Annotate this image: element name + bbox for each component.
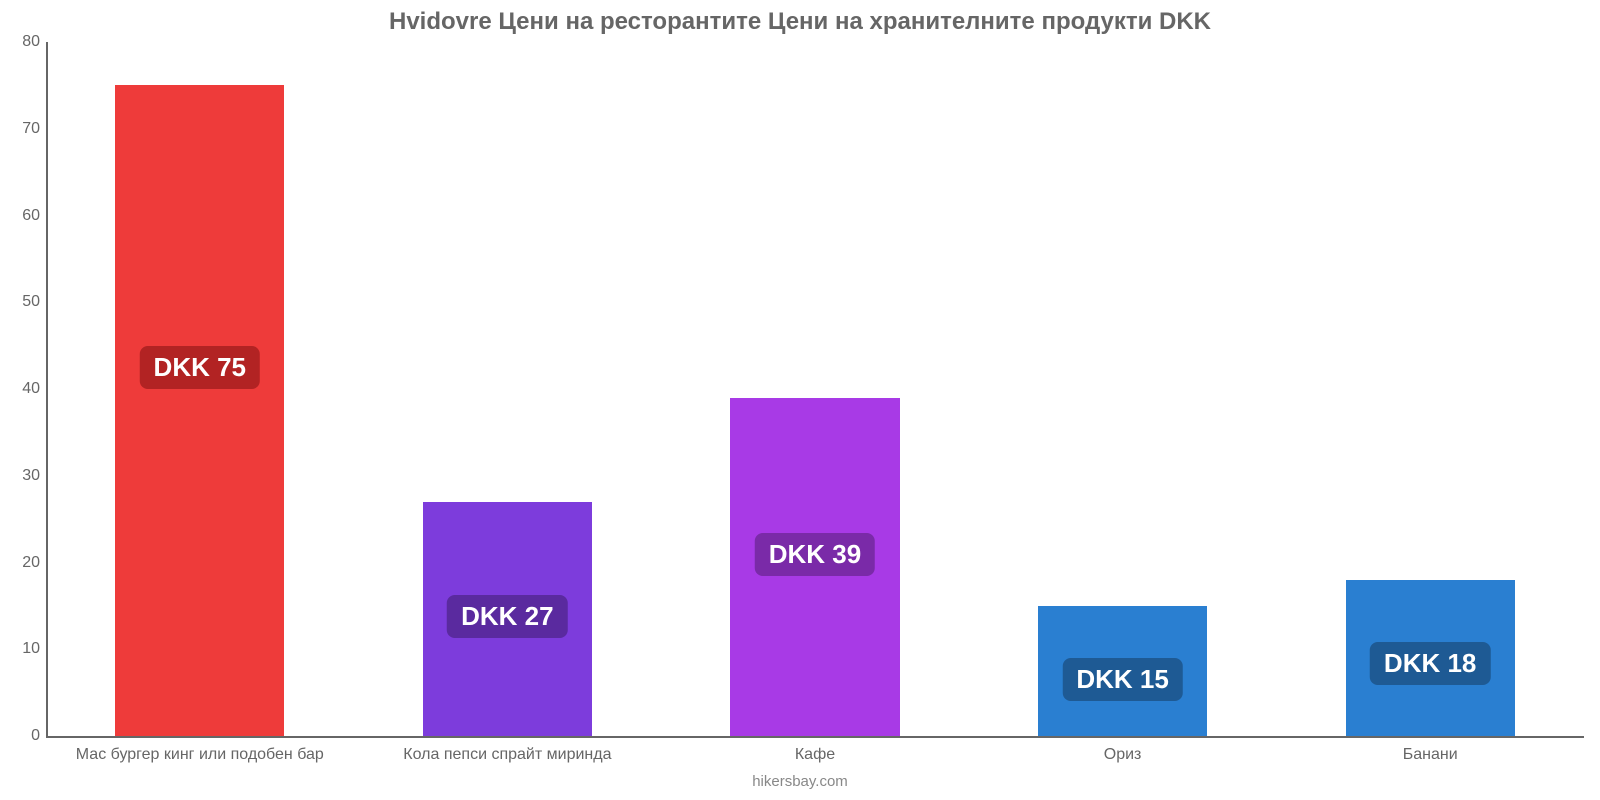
bar: DKK 27 bbox=[423, 502, 592, 736]
bar-value-badge: DKK 18 bbox=[1370, 642, 1490, 685]
bar: DKK 15 bbox=[1038, 606, 1207, 736]
bar-value-badge: DKK 39 bbox=[755, 533, 875, 576]
bar-value-badge: DKK 15 bbox=[1062, 658, 1182, 701]
bar-value-badge: DKK 75 bbox=[140, 346, 260, 389]
x-axis-label: Кафе bbox=[661, 746, 969, 764]
bar: DKK 39 bbox=[730, 398, 899, 736]
y-tick: 20 bbox=[4, 554, 40, 572]
attribution-text: hikersbay.com bbox=[0, 773, 1600, 790]
x-axis-labels: Мас бургер кинг или подобен барКола пепс… bbox=[46, 746, 1584, 764]
y-tick: 40 bbox=[4, 380, 40, 398]
bars-container: DKK 75 DKK 27 DKK 39 DKK 15 DKK 18 bbox=[46, 42, 1584, 736]
y-tick: 30 bbox=[4, 467, 40, 485]
y-tick: 50 bbox=[4, 293, 40, 311]
x-axis-label: Ориз bbox=[969, 746, 1277, 764]
chart-title: Hvidovre Цени на ресторантите Цени на хр… bbox=[0, 8, 1600, 36]
x-axis-label: Кола пепси спрайт миринда bbox=[354, 746, 662, 764]
bar-slot: DKK 39 bbox=[661, 42, 969, 736]
bar-value-badge: DKK 27 bbox=[447, 595, 567, 638]
y-tick: 80 bbox=[4, 33, 40, 51]
x-axis-label: Мас бургер кинг или подобен бар bbox=[46, 746, 354, 764]
y-tick: 70 bbox=[4, 120, 40, 138]
bar-slot: DKK 18 bbox=[1276, 42, 1584, 736]
y-tick: 60 bbox=[4, 207, 40, 225]
bar-slot: DKK 27 bbox=[354, 42, 662, 736]
x-axis-label: Банани bbox=[1276, 746, 1584, 764]
bar-slot: DKK 75 bbox=[46, 42, 354, 736]
price-chart: Hvidovre Цени на ресторантите Цени на хр… bbox=[0, 0, 1600, 800]
bar: DKK 18 bbox=[1346, 580, 1515, 736]
y-tick: 0 bbox=[4, 727, 40, 745]
bar-slot: DKK 15 bbox=[969, 42, 1277, 736]
bar: DKK 75 bbox=[115, 85, 284, 736]
y-tick: 10 bbox=[4, 640, 40, 658]
plot-area: DKK 75DKK 27DKK 39DKK 15DKK 18 010203040… bbox=[46, 42, 1584, 738]
